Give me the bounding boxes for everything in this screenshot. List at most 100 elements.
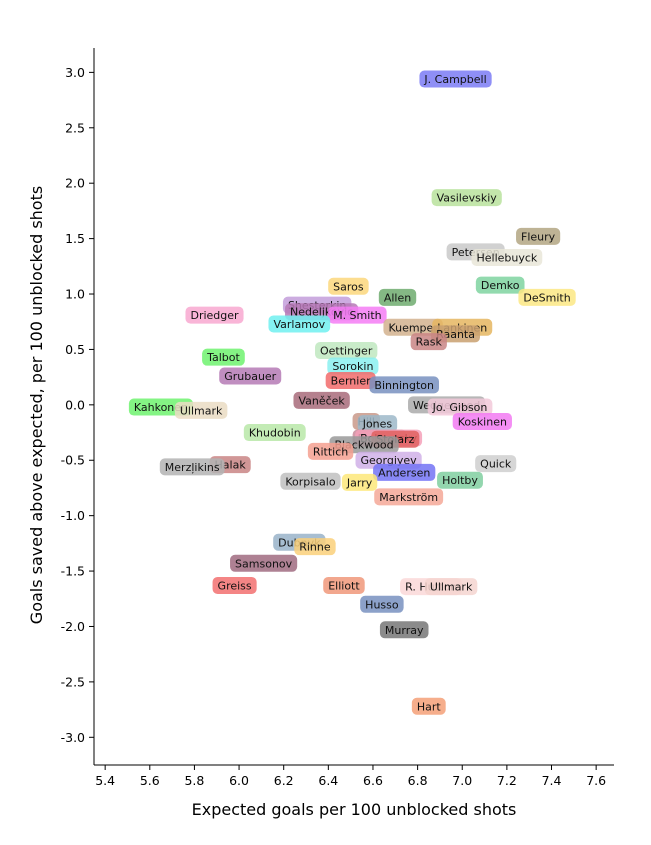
data-point: Quick [475,455,517,473]
data-point-label: Hellebuyck [476,251,537,264]
data-point-label: Jo. Gibson [432,401,488,414]
data-point: Hart [411,697,446,715]
y-tick-label: -2.5 [61,674,85,689]
x-tick-label: 5.4 [95,773,115,788]
data-point-box [471,248,543,266]
axes: 5.4 5.6 5.8 6.0 6.2 6.4 6.6 6.8 7.0 7.2 7.4 7.6 3.0… [61,48,614,788]
data-point-label: Elliott [328,579,360,592]
data-point-label: Bernier [331,374,371,387]
data-point-box [174,401,228,419]
data-point-label: Merzļikins [165,461,220,474]
data-point-label: Husso [365,598,399,611]
data-point-label: Ullmark [430,581,473,594]
x-tick-label: 5.6 [140,773,160,788]
y-tick-label: 2.0 [65,176,85,191]
data-point-box [315,342,378,360]
data-point-box [427,398,493,416]
y-tick-label: -3.0 [61,730,85,745]
data-point-box [293,391,350,409]
data-point: Binnington [369,376,440,394]
x-tick-label: 5.8 [184,773,204,788]
data-point: Grubauer [219,367,282,385]
x-tick-label: 7.4 [542,773,562,788]
data-point: Rask [410,333,447,351]
data-point-label: Andersen [378,466,430,479]
data-point-box [437,471,483,489]
data-point: Husso [360,595,404,613]
data-point-box [280,472,341,490]
data-point-label: Greiss [218,579,252,592]
data-point: Markström [374,488,444,506]
data-point-label: Rittich [313,445,348,458]
data-point-box [419,70,492,88]
data-point-label: Hart [417,700,442,713]
data-point-label: Ullmark [180,404,223,417]
y-tick-label: -0.5 [61,453,85,468]
data-point: Greiss [212,576,257,594]
data-point-box [410,333,447,351]
x-axis-title: Expected goals per 100 unblocked shots [192,800,517,819]
x-tick-label: 7.6 [586,773,606,788]
data-point: Murray [379,621,429,639]
y-tick-label: 0.0 [65,397,85,412]
data-point-label: Kahkonen [134,401,188,414]
data-point: Vaněček [293,391,350,409]
data-point-label: Vaněček [298,394,345,407]
data-point-label: Koskinen [458,415,507,428]
data-point-label: Markström [379,491,438,504]
data-point: Samsonov [230,554,298,572]
data-point: Oettinger [315,342,378,360]
data-point-box [159,458,225,476]
data-point: Rinne [294,538,336,556]
data-point-label: Vasilevskiy [437,192,498,205]
y-tick-label: 2.5 [65,120,85,135]
data-point: Korpisalo [280,472,341,490]
y-tick-label: 3.0 [65,65,85,80]
data-point-label: J. Campbell [423,73,486,86]
y-tick-label: -1.0 [61,508,85,523]
data-point: Varlamov [268,315,331,333]
data-point: Jarry [341,473,378,491]
x-tick-label: 7.2 [497,773,517,788]
data-point: Khudobin [243,424,306,442]
data-point: Talbot [202,348,245,366]
data-point: Fleury [516,227,561,245]
data-point-box [219,367,282,385]
data-point-box [518,288,576,306]
data-point: Jones [357,415,398,433]
data-point-box [431,189,502,207]
data-point: Holtby [437,471,483,489]
data-point-box [268,315,331,333]
data-point-label: Jones [362,418,393,431]
data-point-box [411,697,446,715]
data-point: Jo. Gibson [427,398,493,416]
data-point: J. Campbell [419,70,492,88]
data-point-box [357,415,398,433]
data-point: Allen [378,288,417,306]
data-point-box [452,412,512,430]
data-point-box [341,473,378,491]
data-point-box [373,463,436,481]
data-points: J. CampbellVasilevskiyFleuryPetersenHell… [128,70,576,715]
data-point-label: DeSmith [523,291,570,304]
data-point-label: Binnington [374,379,434,392]
data-point-box [374,488,444,506]
data-point-label: Rinne [299,541,331,554]
data-point: Ullmark [424,578,478,596]
data-point: Andersen [373,463,436,481]
data-point-label: Driedger [190,309,239,322]
data-point-box [323,576,365,594]
y-axis-title: Goals saved above expected, per 100 unbl… [27,186,46,624]
data-point-box [307,442,354,460]
data-point-label: Murray [385,624,424,637]
data-point-box [383,318,443,336]
data-point-box [379,621,429,639]
data-point: Driedger [185,306,244,324]
y-tick-label: 1.0 [65,287,85,302]
x-ticks: 5.4 5.6 5.8 6.0 6.2 6.4 6.6 6.8 7.0 7.2 7.4 7.6 [95,765,606,788]
data-point-box [328,277,369,295]
data-point: Saros [328,277,369,295]
data-point-box [202,348,245,366]
y-tick-label: 1.5 [65,231,85,246]
x-tick-label: 6.4 [318,773,338,788]
